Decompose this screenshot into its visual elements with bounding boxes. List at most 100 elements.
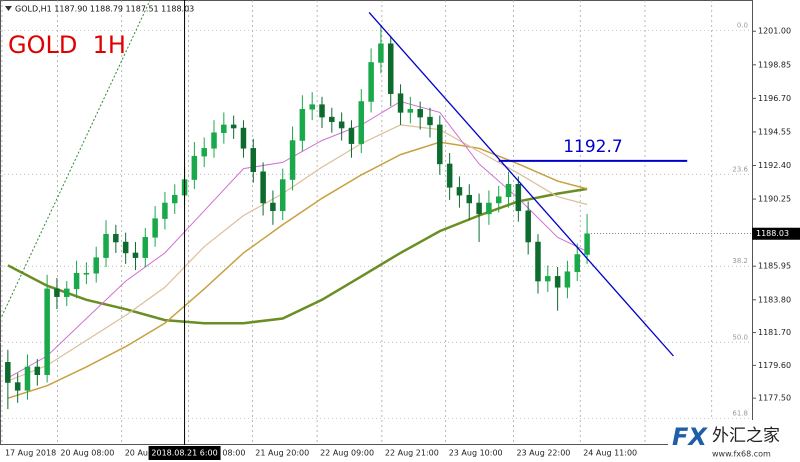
moving-average [7,124,588,382]
watermark-url: www.fx68.com [712,450,771,459]
y-tick-label: 1201.00 [758,27,791,36]
candle-body [73,272,80,290]
candle-body [103,233,109,258]
trendline [0,0,151,321]
candle-body [476,202,482,215]
watermark-name: 外汇之家 [712,426,780,446]
candle-body [505,183,512,197]
y-tick-label: 1194.55 [758,127,791,136]
y-tick-label: 1181.70 [758,328,791,337]
candle-body [368,62,374,102]
candle-body [162,202,168,219]
watermark: FX 外汇之家 www.fx68.com [668,420,800,462]
candle-body [338,121,345,129]
horizontal-line-label: 1192.7 [563,137,622,157]
trendline [368,12,674,357]
candle-body [5,361,11,383]
fib-label: 38.2 [732,257,748,265]
header: GOLD,H1 1187.90 1188.79 1187.51 1188.03 [15,5,194,14]
candle-body [211,132,217,149]
y-tick-label: 1190.25 [758,195,791,204]
fib-label: 61.8 [732,409,748,417]
candle-body [329,116,335,123]
y-tick-label: 1185.95 [758,262,791,271]
candle-body [122,241,129,254]
crosshair-label: 2018.08.21 6:00 [151,449,217,458]
candle-body [407,109,414,113]
candle-body [584,233,590,255]
candle-body [397,93,404,113]
y-tick-label: 1183.80 [758,295,791,304]
candle-body [221,124,227,133]
x-tick-label: 22 Aug 21:00 [385,449,439,458]
candle-body [54,288,60,297]
candle-body [299,109,306,141]
candle-body [132,252,139,258]
candle-body [466,194,473,204]
candle-body [64,288,70,297]
candle-body [387,43,394,94]
x-tick-label: 22 Aug 09:00 [320,449,374,458]
candle-body [427,116,433,126]
candle-body [230,124,237,129]
candle-body [250,148,257,173]
y-tick-label: 1177.50 [758,394,791,403]
x-tick-label: 23 Aug 10:00 [449,449,503,458]
candle-body [14,382,21,391]
fib-label: 50.0 [732,333,748,341]
y-tick-label: 1196.70 [758,94,791,103]
x-tick-label: 17 Aug 2018 [5,449,56,458]
candle-body [525,210,531,243]
candle-body [417,109,423,118]
candle-body [83,272,90,275]
candle-body [358,101,365,144]
candle-body [574,254,581,272]
candle-body [545,276,551,282]
x-tick-label: 21 Aug 20:00 [255,449,309,458]
candle-body [93,257,99,274]
candle-body [191,155,198,180]
candle-body [446,163,453,188]
candle-body [437,124,443,165]
fib-label: 0.0 [737,21,748,29]
x-tick-label: 23 Aug 22:00 [516,449,570,458]
candle-body [564,271,571,288]
watermark-brand: FX [672,423,708,451]
y-tick-label: 1192.40 [758,161,791,170]
candle-body [535,241,541,282]
candle-body [260,171,266,204]
watermark-bg [668,420,800,462]
fib-label: 23.6 [732,165,748,173]
candle-body [456,187,463,196]
candle-body [515,183,522,212]
candle-body [289,140,296,180]
candle-body [240,127,247,149]
candle-body [171,194,178,204]
chart-title: GOLD 1H [8,31,126,59]
candle-body [34,366,41,375]
y-tick-label: 1198.85 [758,60,791,69]
x-tick-label: 24 Aug 11:00 [583,449,637,458]
candle-body [270,202,276,212]
candle-body [554,276,561,288]
candle-body [486,202,492,215]
last-price-label: 1188.03 [756,229,789,238]
candle-body [309,104,315,110]
candle-body [113,233,119,243]
candle-body [24,366,31,391]
candle-body [279,179,286,212]
x-tick-label: 20 Aug 08:00 [60,449,114,458]
candle-body [348,127,355,144]
candle-body [142,237,149,258]
symbol-icon [5,6,12,11]
moving-average [7,141,588,399]
y-tick-label: 1179.60 [758,361,791,370]
candle-body [378,43,384,63]
candle-body [44,288,50,375]
candle-body [152,218,158,238]
candle-body [201,148,207,157]
candle-body [319,104,325,118]
last-price-bg [752,227,800,240]
